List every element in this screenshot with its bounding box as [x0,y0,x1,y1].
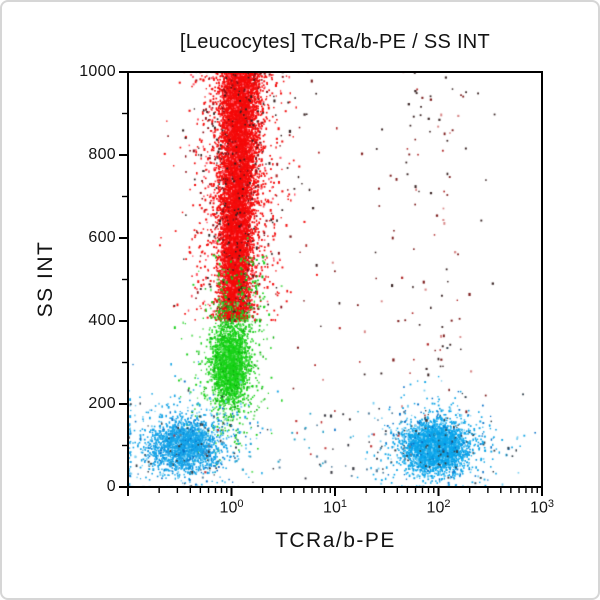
y-tick-label: 1000 [79,63,116,80]
y-axis-label: SS INT [34,240,57,318]
scatter-plot-area [128,72,542,487]
y-tick-label: 0 [106,478,116,495]
x-tick-label: 103 [530,498,554,517]
plot-title: [Leucocytes] TCRa/b-PE / SS INT [179,31,491,53]
x-tick-label: 102 [426,498,451,517]
x-tick-label: 100 [219,498,244,517]
y-tick-label: 800 [88,146,116,163]
x-axis-label: TCRa/b-PE [275,529,396,552]
x-tick-label: 101 [323,498,347,517]
y-tick-label: 400 [88,312,116,329]
y-tick-label: 200 [88,395,116,412]
y-tick-label: 600 [88,229,116,246]
